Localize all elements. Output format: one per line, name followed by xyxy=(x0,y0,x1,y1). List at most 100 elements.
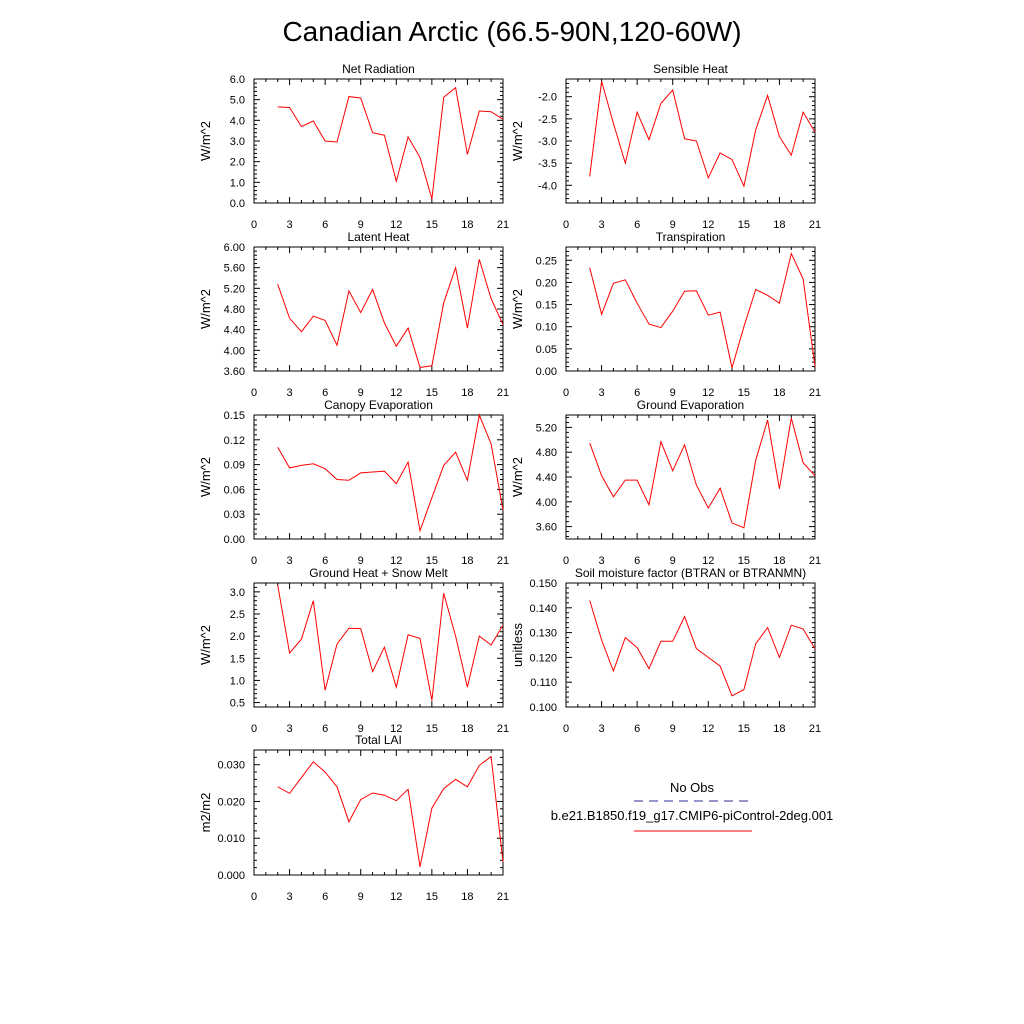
y-tick-label: 3.60 xyxy=(224,366,245,378)
y-tick-label: 0.030 xyxy=(217,760,245,772)
series-line xyxy=(589,81,816,188)
y-tick-label: 3.0 xyxy=(230,587,245,599)
panel-3: Latent Heat 0 3 6 9 12 15 18 21 3.60 4.00 4.40 4.80 5… xyxy=(198,230,509,399)
y-tick-label: 0.020 xyxy=(217,796,245,808)
x-tick-label: 12 xyxy=(390,555,402,567)
y-tick-label: 0.000 xyxy=(217,870,245,882)
x-tick-label: 3 xyxy=(287,387,293,399)
y-tick-label: 3.60 xyxy=(536,522,557,534)
x-tick-label: 12 xyxy=(702,219,714,231)
y-tick-label: 0.03 xyxy=(224,509,245,521)
panel-8: Soil moisture factor (BTRAN or BTRANMN) 0… xyxy=(510,566,821,735)
x-tick-label: 6 xyxy=(634,387,640,399)
series-line xyxy=(589,417,816,529)
x-tick-label: 0 xyxy=(563,555,569,567)
x-tick-label: 0 xyxy=(563,219,569,231)
x-tick-label: 18 xyxy=(461,387,473,399)
y-axis-label: W/m^2 xyxy=(198,457,213,497)
legend: No Obs b.e21.B1850.f19_g17.CMIP6-piContr… xyxy=(551,780,834,832)
y-tick-label: 0.110 xyxy=(530,677,557,689)
panel-title: Latent Heat xyxy=(347,230,410,244)
series-line xyxy=(277,86,504,200)
y-tick-label: 0.15 xyxy=(536,300,557,312)
x-tick-label: 0 xyxy=(251,891,257,903)
x-tick-label: 21 xyxy=(497,555,509,567)
panel-title: Ground Heat + Snow Melt xyxy=(309,566,448,580)
plot-frame xyxy=(253,246,504,372)
y-tick-label: 2.0 xyxy=(230,157,245,169)
y-tick-label: 6.00 xyxy=(224,242,245,254)
y-tick-label: 5.0 xyxy=(230,95,245,107)
y-tick-label: 2.5 xyxy=(230,609,245,621)
figure-title: Canadian Arctic (66.5-90N,120-60W) xyxy=(282,16,741,47)
y-tick-label: 0.140 xyxy=(529,603,557,615)
x-tick-label: 18 xyxy=(461,219,473,231)
y-tick-label: 0.25 xyxy=(536,255,557,267)
plot-frame xyxy=(253,749,504,876)
x-tick-label: 6 xyxy=(322,723,328,735)
y-tick-label: 5.20 xyxy=(224,283,245,295)
x-tick-label: 3 xyxy=(599,219,605,231)
y-tick-label: 0.0 xyxy=(230,198,245,210)
x-tick-label: 12 xyxy=(390,387,402,399)
y-tick-label: 4.00 xyxy=(224,345,245,357)
series-line xyxy=(589,600,816,697)
series-line xyxy=(589,252,816,369)
y-tick-label: 0.10 xyxy=(536,322,557,334)
y-tick-label: 4.80 xyxy=(536,447,557,459)
x-tick-label: 18 xyxy=(461,891,473,903)
y-tick-label: 1.0 xyxy=(230,177,245,189)
y-axis-label: W/m^2 xyxy=(198,121,213,161)
panel-5: Canopy Evaporation 0 3 6 9 12 15 18 21 0.00 0.03 0.… xyxy=(198,398,509,567)
x-tick-label: 6 xyxy=(322,387,328,399)
panel-title: Sensible Heat xyxy=(653,62,728,76)
series-line xyxy=(277,585,504,701)
y-tick-label: 1.5 xyxy=(230,653,245,665)
x-tick-label: 15 xyxy=(426,219,438,231)
panel-title: Net Radiation xyxy=(342,62,415,76)
x-tick-label: 21 xyxy=(497,891,509,903)
y-tick-label: 0.05 xyxy=(536,344,557,356)
panel-title: Transpiration xyxy=(656,230,726,244)
panel-9: Total LAI 0 3 6 9 12 15 18 21 0.000 0.010 0.020 0.03… xyxy=(198,733,509,903)
plot-frame xyxy=(253,414,504,540)
x-tick-label: 18 xyxy=(773,555,785,567)
x-tick-label: 18 xyxy=(773,219,785,231)
y-tick-label: 4.40 xyxy=(224,325,245,337)
plot-frame xyxy=(253,78,504,204)
x-tick-label: 15 xyxy=(738,387,750,399)
legend-label-model: b.e21.B1850.f19_g17.CMIP6-piControl-2deg… xyxy=(551,808,834,823)
x-tick-label: 0 xyxy=(563,387,569,399)
y-axis-label: unitless xyxy=(510,622,525,667)
x-tick-label: 3 xyxy=(599,387,605,399)
series-line xyxy=(277,755,504,867)
y-tick-label: 4.40 xyxy=(536,472,557,484)
x-tick-label: 15 xyxy=(738,723,750,735)
y-tick-label: -4.0 xyxy=(538,180,557,192)
x-tick-label: 15 xyxy=(738,219,750,231)
x-tick-label: 6 xyxy=(322,219,328,231)
y-tick-label: 0.09 xyxy=(224,460,245,472)
x-tick-label: 12 xyxy=(390,219,402,231)
y-tick-label: 0.00 xyxy=(536,366,557,378)
y-tick-label: 0.5 xyxy=(230,698,245,710)
y-axis-label: m2/m2 xyxy=(198,793,213,833)
panel-6: Ground Evaporation 0 3 6 9 12 15 18 21 3.60 4.00 4.… xyxy=(510,398,821,567)
x-tick-label: 12 xyxy=(702,723,714,735)
y-tick-label: 4.0 xyxy=(230,115,245,127)
x-tick-label: 9 xyxy=(670,219,676,231)
y-tick-label: 0.12 xyxy=(224,435,245,447)
panel-title: Canopy Evaporation xyxy=(324,398,433,412)
panel-2: Sensible Heat 0 3 6 9 12 15 18 21 -2.0 -2.5 -3.0 -3.… xyxy=(510,62,821,231)
x-tick-label: 0 xyxy=(251,723,257,735)
y-tick-label: -3.5 xyxy=(538,158,557,170)
x-tick-label: 3 xyxy=(287,891,293,903)
y-tick-label: 0.06 xyxy=(224,484,245,496)
x-tick-label: 21 xyxy=(809,555,821,567)
x-tick-label: 3 xyxy=(599,555,605,567)
y-tick-label: -3.0 xyxy=(538,136,557,148)
y-tick-label: 1.0 xyxy=(230,675,245,687)
x-tick-label: 9 xyxy=(358,723,364,735)
x-tick-label: 15 xyxy=(738,555,750,567)
